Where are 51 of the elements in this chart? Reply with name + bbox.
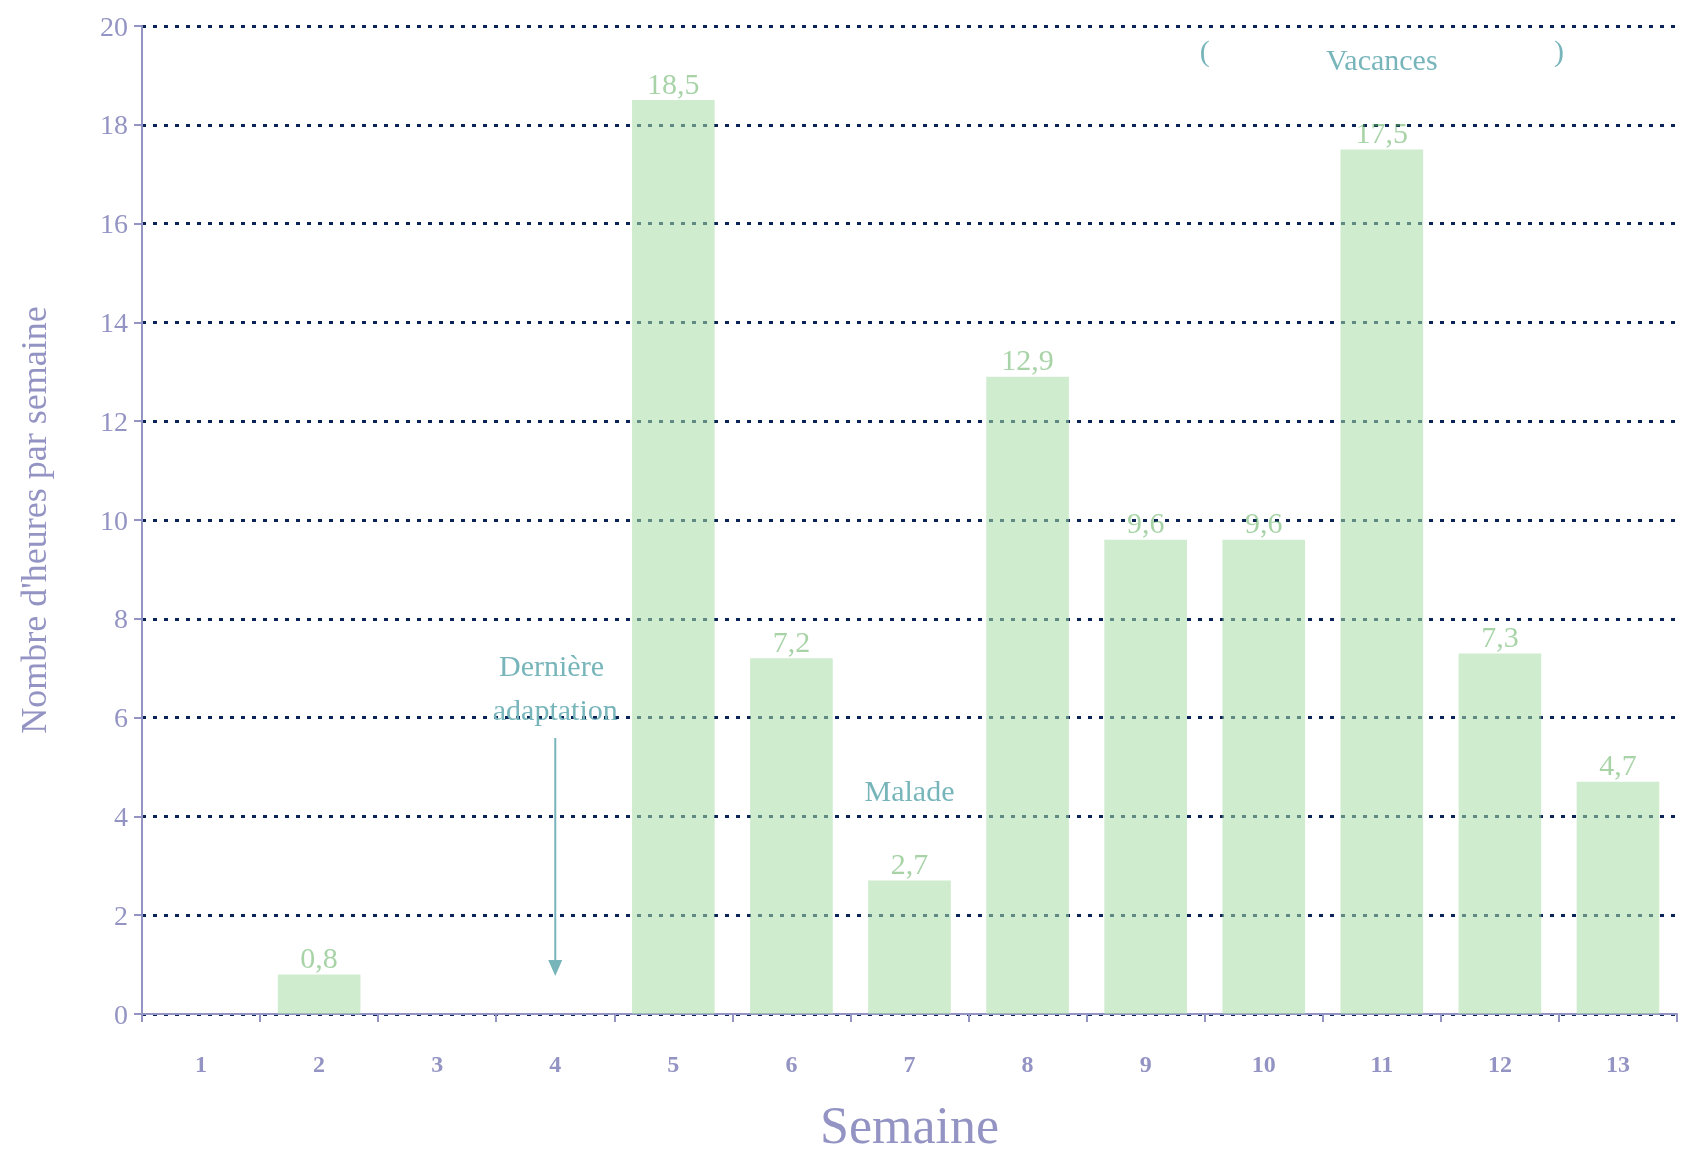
bar <box>1458 653 1542 1014</box>
annotation: Dernière adaptation <box>492 649 618 727</box>
y-tick-label: 2 <box>114 899 128 931</box>
data-label: 2,7 <box>890 847 929 881</box>
data-label: 9,6 <box>1126 506 1165 540</box>
data-label: 7,2 <box>772 624 811 658</box>
x-tick-label: 4 <box>549 1051 562 1077</box>
y-tick-label: 12 <box>100 405 128 437</box>
annotation: Malade <box>864 774 955 808</box>
y-tick-label: 10 <box>100 504 128 536</box>
data-label: 18,5 <box>647 66 700 100</box>
data-label: 4,7 <box>1599 748 1637 782</box>
x-tick-label: 11 <box>1370 1051 1394 1077</box>
bar <box>1340 149 1424 1014</box>
data-label: 17,5 <box>1355 116 1409 149</box>
x-tick-label: 5 <box>667 1051 680 1077</box>
y-tick-label: 4 <box>114 800 128 832</box>
annotation: ( <box>1199 34 1210 69</box>
bar <box>986 376 1069 1014</box>
x-tick-label: 12 <box>1487 1051 1512 1077</box>
data-label: 12,9 <box>1001 343 1054 377</box>
y-tick-label: 16 <box>100 208 128 240</box>
bar <box>1222 539 1306 1014</box>
x-tick-label: 6 <box>785 1051 798 1077</box>
x-axis-title: Semaine <box>819 1096 1000 1154</box>
bar <box>632 100 715 1014</box>
data-label: 0,8 <box>300 940 338 974</box>
y-axis-title: Nombre d'heures par semaine <box>14 306 54 734</box>
bar <box>868 880 951 1014</box>
annotation: ) <box>1553 34 1564 69</box>
data-label: 7,3 <box>1481 619 1519 653</box>
y-tick-label: 18 <box>100 109 128 141</box>
data-label: 9,6 <box>1244 506 1283 540</box>
bar <box>277 974 361 1014</box>
y-tick-label: 20 <box>100 10 128 42</box>
bar <box>1104 539 1187 1014</box>
x-tick-label: 13 <box>1605 1051 1630 1077</box>
x-tick-label: 7 <box>903 1051 916 1077</box>
x-tick-label: 3 <box>431 1051 444 1077</box>
x-tick-label: 1 <box>195 1051 208 1077</box>
x-tick-label: 10 <box>1251 1051 1276 1077</box>
bar <box>1576 781 1660 1014</box>
x-tick-label: 2 <box>313 1051 326 1077</box>
y-tick-label: 8 <box>114 603 128 635</box>
y-tick-label: 6 <box>114 702 128 734</box>
y-tick-label: 0 <box>114 998 128 1030</box>
y-tick-label: 14 <box>100 306 128 338</box>
x-tick-label: 9 <box>1139 1051 1152 1077</box>
annotation: Vacances <box>1326 43 1438 76</box>
bar <box>750 658 833 1014</box>
x-tick-label: 8 <box>1021 1051 1034 1077</box>
